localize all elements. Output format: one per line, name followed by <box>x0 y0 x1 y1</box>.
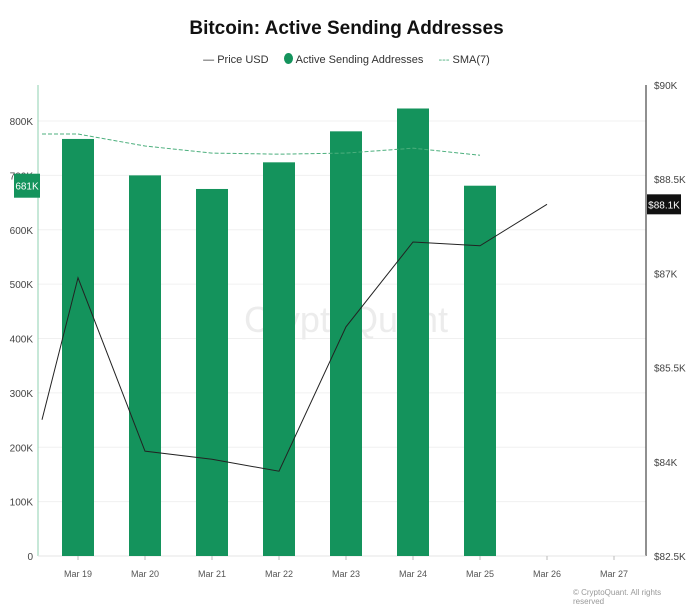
left-tick-label: 500K <box>10 280 34 291</box>
x-tick-label: Mar 25 <box>466 569 494 579</box>
right-tick-label: $82.5K <box>654 552 686 563</box>
left-tick-label: 400K <box>10 335 34 346</box>
right-tick-label: $90K <box>654 81 678 92</box>
left-tick-label: 800K <box>10 117 34 128</box>
green-dot-icon <box>283 53 293 64</box>
x-tick-label: Mar 20 <box>131 569 159 579</box>
legend-sma[interactable]: --- SMA(7) <box>438 54 490 66</box>
left-tick-label: 0 <box>27 552 33 563</box>
price-usd-line <box>41 203 548 472</box>
current-value-tag-right <box>647 194 681 215</box>
x-tick-label: Mar 22 <box>265 569 293 579</box>
right-tick-label: $87K <box>654 269 678 280</box>
current-value-label-left: 681K <box>15 182 39 193</box>
x-tick-label: Mar 26 <box>533 569 561 579</box>
sma-7--line <box>42 133 481 156</box>
bar-mar-19 <box>62 138 94 556</box>
right-tick-label: $88.5K <box>654 175 686 186</box>
current-value-label-right: $88.1K <box>648 200 680 211</box>
bar-mar-20 <box>129 175 161 556</box>
chart-title: Bitcoin: Active Sending Addresses <box>189 18 504 39</box>
right-tick-label: $84K <box>654 458 678 469</box>
legend: — Price USD Active Sending Addresses ---… <box>0 53 693 66</box>
bar-mar-25 <box>464 185 496 557</box>
x-tick-label: Mar 27 <box>600 569 628 579</box>
x-tick-label: Mar 24 <box>399 569 427 579</box>
x-tick-label: Mar 19 <box>64 569 92 579</box>
bar-mar-24 <box>397 108 429 557</box>
left-tick-label: 100K <box>10 498 34 509</box>
left-tick-label: 600K <box>10 226 34 237</box>
right-tick-label: $85.5K <box>654 364 686 375</box>
legend-active-addresses[interactable]: Active Sending Addresses <box>283 53 423 66</box>
x-tick-label: Mar 23 <box>332 569 360 579</box>
left-tick-label: 200K <box>10 443 34 454</box>
bar-mar-22 <box>263 162 295 556</box>
bar-mar-23 <box>330 131 362 557</box>
x-tick-label: Mar 21 <box>198 569 226 579</box>
bar-mar-21 <box>196 188 228 556</box>
current-value-tag-left <box>14 173 40 198</box>
legend-price[interactable]: — Price USD <box>203 54 269 66</box>
copyright: © CryptoQuant. All rights reserved <box>573 588 662 606</box>
left-tick-label: 300K <box>10 389 34 400</box>
